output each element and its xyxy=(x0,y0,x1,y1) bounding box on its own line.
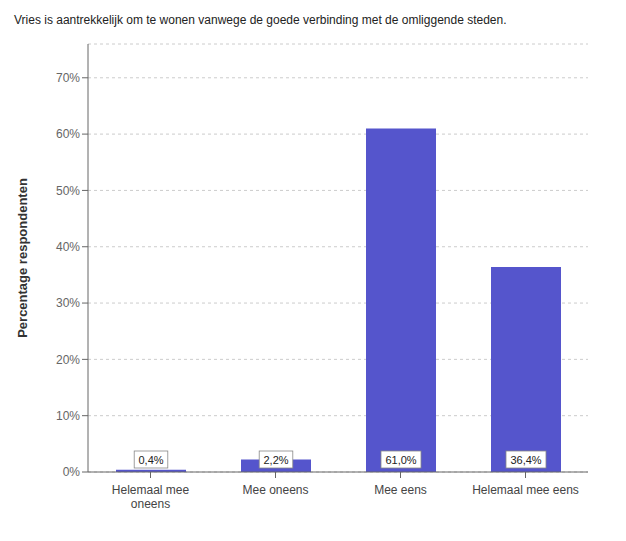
svg-text:60%: 60% xyxy=(56,127,80,141)
svg-text:70%: 70% xyxy=(56,71,80,85)
svg-text:Percentage respondenten: Percentage respondenten xyxy=(15,178,30,338)
svg-text:0%: 0% xyxy=(63,465,81,479)
html-text:Vries is aantrekkelijk om te w: Vries is aantrekkelijk om te wonen vanwe… xyxy=(14,13,507,27)
svg-text:Mee oneens: Mee oneens xyxy=(242,483,308,497)
svg-text:0,4%: 0,4% xyxy=(138,454,163,466)
svg-text:10%: 10% xyxy=(56,409,80,423)
svg-text:2,2%: 2,2% xyxy=(263,454,288,466)
svg-text:Helemaal meeoneens: Helemaal meeoneens xyxy=(112,483,190,511)
svg-text:50%: 50% xyxy=(56,184,80,198)
svg-text:Helemaal mee eens: Helemaal mee eens xyxy=(472,483,579,497)
svg-text:40%: 40% xyxy=(56,240,80,254)
svg-text:61,0%: 61,0% xyxy=(385,454,416,466)
svg-text:36,4%: 36,4% xyxy=(510,454,541,466)
svg-text:30%: 30% xyxy=(56,296,80,310)
svg-text:20%: 20% xyxy=(56,353,80,367)
svg-text:Mee eens: Mee eens xyxy=(374,483,427,497)
